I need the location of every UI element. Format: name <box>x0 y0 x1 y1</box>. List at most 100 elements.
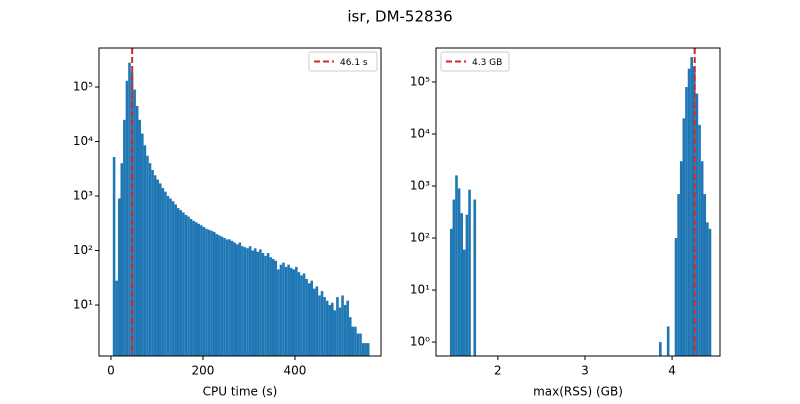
bar <box>463 249 466 356</box>
y-tick-label: 10² <box>73 243 93 257</box>
bar <box>236 244 239 356</box>
plot-area <box>112 62 370 357</box>
bar <box>325 300 329 356</box>
x-tick-label: 200 <box>192 364 215 378</box>
bar <box>300 275 303 356</box>
bar <box>318 295 321 356</box>
bar <box>305 279 308 356</box>
bar <box>210 230 213 356</box>
bar <box>182 212 185 356</box>
bar <box>230 240 234 356</box>
bar <box>238 242 242 356</box>
bar <box>330 302 334 356</box>
axes-frame <box>98 47 382 357</box>
y-tick-label: 10⁴ <box>410 126 430 140</box>
bar <box>328 305 331 356</box>
bar <box>271 258 275 356</box>
bar <box>333 310 337 356</box>
bar <box>307 283 311 356</box>
bar <box>452 199 456 356</box>
bar <box>313 288 316 356</box>
bar <box>695 93 699 356</box>
bar <box>659 342 662 356</box>
y-tick-label: 10⁵ <box>410 74 430 88</box>
bar <box>115 280 118 356</box>
x-tick-label: 2 <box>494 364 502 378</box>
bar <box>310 280 314 356</box>
bar <box>256 251 260 356</box>
bar <box>449 228 453 356</box>
bar <box>364 343 367 356</box>
bar <box>700 161 704 356</box>
x-tick-label: 3 <box>581 364 589 378</box>
bar <box>184 214 188 356</box>
bar <box>274 260 278 356</box>
bar <box>148 163 152 356</box>
bar <box>189 218 193 356</box>
bar <box>346 300 349 356</box>
bar <box>682 118 686 357</box>
bar <box>215 234 219 356</box>
legend-box <box>440 51 510 72</box>
bar <box>197 223 201 356</box>
bar <box>315 286 319 356</box>
bar <box>320 291 324 356</box>
bar <box>133 89 136 357</box>
bar <box>174 204 177 356</box>
bar <box>156 179 160 356</box>
bar <box>282 262 285 356</box>
y-tick-label: 10³ <box>410 179 430 193</box>
bar <box>164 191 167 356</box>
bar <box>359 333 362 356</box>
bar <box>284 266 288 356</box>
bar <box>264 255 267 356</box>
bar <box>457 188 461 356</box>
bar <box>338 307 342 356</box>
bar <box>679 161 683 356</box>
y-tick-label: 10⁴ <box>73 134 93 148</box>
bar <box>289 267 293 356</box>
bar <box>228 239 231 356</box>
bar <box>176 208 180 356</box>
y-tick-label: 10¹ <box>410 283 430 297</box>
bar <box>687 68 691 356</box>
x-tick-label: 4 <box>668 364 676 378</box>
bar <box>473 199 477 356</box>
bar <box>674 238 678 356</box>
bar <box>266 253 270 356</box>
x-tick-label: 400 <box>284 364 307 378</box>
bar <box>259 249 262 356</box>
bar <box>159 183 162 356</box>
bar <box>187 216 190 356</box>
bar <box>171 201 175 356</box>
bar <box>261 253 265 356</box>
bar <box>323 297 326 356</box>
bar <box>117 198 121 356</box>
legend-label: 46.1 s <box>340 58 368 68</box>
bar <box>468 189 471 356</box>
axes-frame <box>435 47 721 357</box>
bar <box>348 317 352 356</box>
y-tick-label: 10¹ <box>73 298 93 312</box>
bar <box>336 297 339 356</box>
bar <box>251 250 254 356</box>
bar <box>677 194 680 356</box>
bar <box>146 155 149 356</box>
bar <box>292 269 296 356</box>
bar <box>153 175 157 356</box>
bar <box>703 194 707 356</box>
bar <box>120 163 124 356</box>
bar <box>205 228 208 356</box>
bar <box>112 156 116 356</box>
x-axis-label: CPU time (s) <box>203 385 278 399</box>
bar <box>141 133 144 356</box>
bar <box>194 222 198 356</box>
bar <box>287 264 290 356</box>
bar <box>192 220 195 356</box>
bar <box>354 326 357 356</box>
bar <box>220 236 224 356</box>
bar <box>138 119 142 356</box>
y-tick-label: 10³ <box>73 189 93 203</box>
bar <box>218 235 221 356</box>
